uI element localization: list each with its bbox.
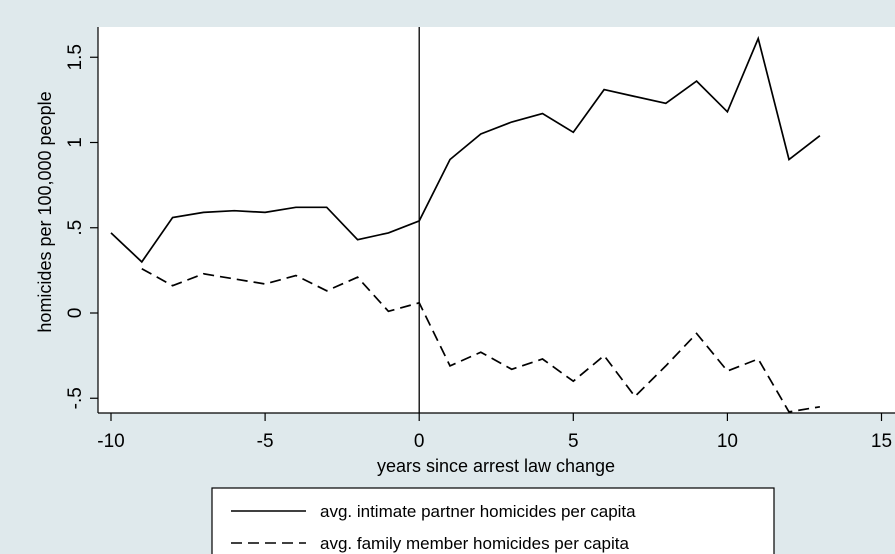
x-tick-label: 0 — [414, 431, 425, 452]
y-tick-label: 0 — [65, 308, 86, 319]
legend: avg. intimate partner homicides per capi… — [211, 487, 775, 554]
plot-area — [98, 27, 895, 413]
series-line-family-member — [141, 267, 821, 413]
y-tick-label: -.5 — [65, 387, 86, 409]
legend-label-intimate-partner: avg. intimate partner homicides per capi… — [320, 502, 636, 521]
x-tick-label: -5 — [257, 431, 274, 452]
x-tick-label: -10 — [97, 431, 124, 452]
x-axis-title: years since arrest law change — [377, 456, 615, 476]
y-tick-label: .5 — [65, 220, 86, 236]
series-line-intimate-partner — [110, 35, 821, 264]
legend-label-family-member: avg. family member homicides per capita — [320, 534, 630, 553]
y-axis-title: homicides per 100,000 people — [35, 91, 55, 332]
x-tick-label: 15 — [871, 431, 892, 452]
x-tick-label: 10 — [717, 431, 738, 452]
y-tick-label: 1.5 — [65, 44, 86, 70]
x-tick-label: 5 — [568, 431, 579, 452]
y-tick-label: 1 — [65, 137, 86, 148]
